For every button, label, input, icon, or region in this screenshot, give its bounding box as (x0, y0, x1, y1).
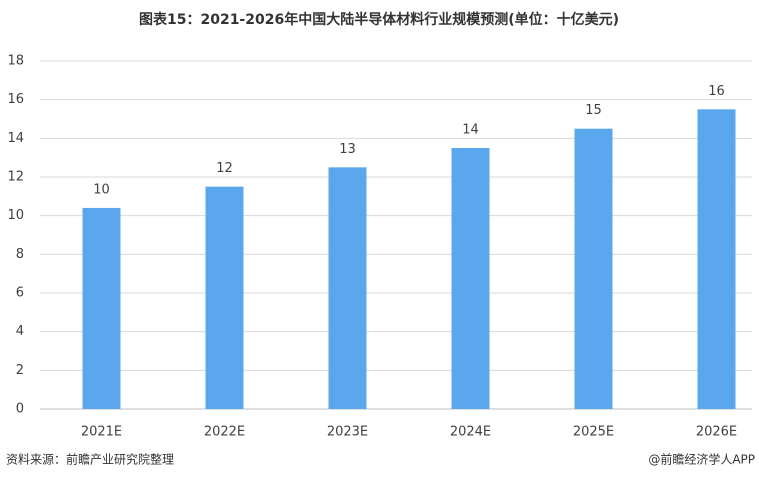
credit: @前瞻经济学人APP (648, 452, 755, 467)
y-tick-label: 8 (16, 247, 24, 262)
y-tick-label: 4 (16, 324, 24, 339)
bar (205, 186, 244, 409)
bar (82, 207, 121, 409)
y-tick-label: 6 (16, 286, 24, 301)
y-tick-label: 16 (7, 92, 24, 107)
x-tick-label: 2022E (204, 425, 245, 440)
data-label: 12 (216, 161, 233, 176)
y-tick-label: 0 (16, 402, 24, 417)
y-tick-label: 12 (7, 170, 24, 185)
y-tick-label: 14 (7, 131, 24, 146)
source-note: 资料来源：前瞻产业研究院整理 (6, 452, 174, 467)
bar (328, 167, 367, 409)
x-tick-label: 2023E (327, 425, 368, 440)
x-tick-label: 2026E (696, 425, 737, 440)
y-tick-label: 2 (16, 363, 24, 378)
bar (697, 109, 736, 409)
data-label: 14 (462, 123, 479, 138)
data-label: 15 (585, 103, 602, 118)
y-tick-label: 18 (7, 54, 24, 69)
chart-title: 图表15：2021-2026年中国大陆半导体材料行业规模预测(单位：十亿美元) (139, 11, 619, 28)
x-tick-label: 2025E (573, 425, 614, 440)
bar (574, 128, 613, 409)
bar (451, 148, 490, 409)
data-label: 13 (339, 142, 356, 157)
data-label: 10 (93, 182, 110, 197)
x-tick-label: 2024E (450, 425, 491, 440)
y-tick-label: 10 (7, 208, 24, 223)
x-tick-label: 2021E (81, 425, 122, 440)
data-label: 16 (708, 84, 725, 99)
